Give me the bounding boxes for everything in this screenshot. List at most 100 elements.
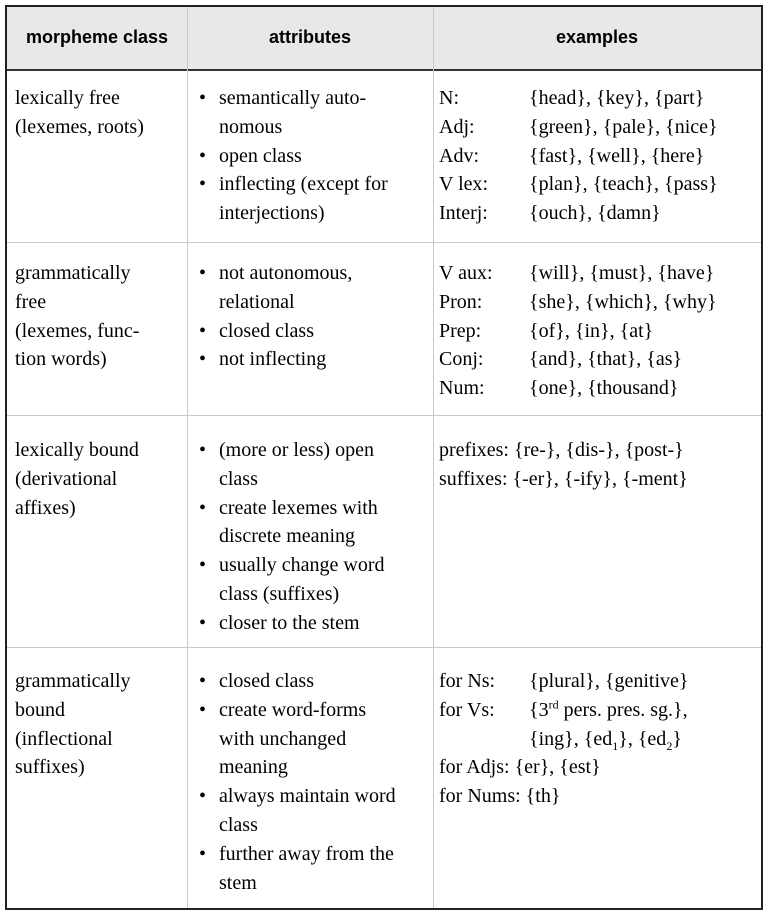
example-line: Num: {one}, {thousand} bbox=[439, 374, 759, 403]
attribute-line: not autonomous, bbox=[219, 262, 353, 284]
attribute-line: closer to the stem bbox=[219, 611, 360, 634]
example-line: Adj: {green}, {pale}, {nice} bbox=[439, 113, 759, 142]
example-label: Conj: bbox=[439, 348, 484, 371]
example-label: Adv: bbox=[439, 144, 479, 167]
attribute-item: • create word-forms with unchanged meaning bbox=[193, 696, 429, 782]
example-label: suffixes: bbox=[439, 467, 508, 490]
attribute-line: closed class bbox=[219, 319, 314, 342]
example-value: {green}, {pale}, {nice} bbox=[529, 115, 718, 138]
attribute-line: create word-forms bbox=[219, 698, 367, 721]
example-value: {she}, {which}, {why} bbox=[529, 290, 717, 313]
example-line: {ing}, {ed1}, {ed2} bbox=[439, 725, 759, 754]
row-divider bbox=[7, 647, 761, 648]
class-line: (inflectional bbox=[15, 727, 113, 750]
attributes-cell: • semantically auto-nomous • open class • i… bbox=[193, 84, 429, 228]
example-value: {will}, {must}, {have} bbox=[529, 262, 715, 284]
attribute-item: • closed class bbox=[193, 667, 429, 696]
example-line: Prep: {of}, {in}, {at} bbox=[439, 317, 759, 346]
bullet-icon: • bbox=[199, 496, 207, 519]
attributes-cell: • closed class • create word-forms with unc… bbox=[193, 667, 429, 897]
row-divider bbox=[7, 415, 761, 416]
superscript: rd bbox=[548, 697, 559, 712]
subscript: 2 bbox=[666, 738, 673, 753]
header-examples: examples bbox=[555, 27, 639, 47]
class-line: lexically bound bbox=[15, 439, 139, 461]
example-value: {3rd pers. pres. sg.}, bbox=[529, 696, 688, 725]
bullet-icon: • bbox=[199, 173, 207, 196]
class-line: affixes) bbox=[15, 496, 76, 519]
example-label: N: bbox=[439, 87, 459, 109]
attribute-item: • usually change word class (suffixes) bbox=[193, 551, 429, 609]
morpheme-class-cell: lexically bound (derivational affixes) bbox=[15, 436, 185, 522]
attributes-cell: • not autonomous, relational • closed class… bbox=[193, 259, 429, 374]
example-label: Num: bbox=[439, 377, 485, 400]
example-value: {fast}, {well}, {here} bbox=[529, 144, 705, 167]
attribute-item: • (more or less) open class bbox=[193, 436, 429, 494]
attribute-line: (more or less) open bbox=[219, 439, 374, 461]
attribute-item: • always maintain word class bbox=[193, 782, 429, 840]
example-line: Pron: {she}, {which}, {why} bbox=[439, 288, 759, 317]
bullet-icon: • bbox=[199, 554, 207, 577]
morpheme-table: morpheme class attributes examples lexic… bbox=[5, 5, 763, 910]
example-text: {3 bbox=[529, 698, 549, 721]
example-label: Prep: bbox=[439, 319, 482, 342]
example-line: for Nums: {th} bbox=[439, 782, 759, 811]
bullet-icon: • bbox=[199, 698, 207, 721]
examples-cell: N: {head}, {key}, {part} Adj: {green}, {pa… bbox=[439, 84, 759, 228]
example-line: for Ns: {plural}, {genitive} bbox=[439, 667, 759, 696]
example-label: prefixes: bbox=[439, 439, 509, 461]
attribute-line: semantically auto- bbox=[219, 87, 367, 109]
example-value: {re-}, {dis-}, {post-} bbox=[513, 439, 684, 461]
example-label: V aux: bbox=[439, 262, 493, 284]
example-value: {th} bbox=[525, 785, 561, 808]
class-line: free bbox=[15, 290, 47, 313]
example-line: prefixes: {re-}, {dis-}, {post-} bbox=[439, 436, 759, 465]
example-value: {one}, {thousand} bbox=[529, 377, 679, 400]
example-value: {plan}, {teach}, {pass} bbox=[529, 173, 718, 196]
attribute-item: • closer to the stem bbox=[193, 609, 429, 638]
bullet-icon: • bbox=[199, 87, 207, 109]
example-label: Interj: bbox=[439, 202, 488, 225]
examples-cell: prefixes: {re-}, {dis-}, {post-} suffixe… bbox=[439, 436, 759, 494]
example-value: {-er}, {-ify}, {-ment} bbox=[512, 467, 688, 490]
example-line: for Vs: {3rd pers. pres. sg.}, bbox=[439, 696, 759, 725]
attribute-line: discrete meaning bbox=[219, 525, 356, 548]
attribute-line: class bbox=[219, 467, 258, 490]
column-divider bbox=[187, 7, 188, 908]
column-divider bbox=[433, 7, 434, 908]
class-line: grammatically bbox=[15, 262, 131, 284]
example-line: N: {head}, {key}, {part} bbox=[439, 84, 759, 113]
attribute-line: create lexemes with bbox=[219, 496, 378, 519]
example-line: suffixes: {-er}, {-ify}, {-ment} bbox=[439, 465, 759, 494]
example-label: Adj: bbox=[439, 115, 475, 138]
attribute-item: • not inflecting bbox=[193, 345, 429, 374]
attribute-line: closed class bbox=[219, 670, 314, 692]
attribute-item: • inflecting (except for interjections) bbox=[193, 170, 429, 228]
attribute-line: inflecting (except for bbox=[219, 173, 388, 196]
bullet-icon: • bbox=[199, 785, 207, 808]
class-line: grammatically bbox=[15, 670, 131, 692]
header-attributes: attributes bbox=[268, 27, 351, 47]
example-value: {ing}, {ed1}, {ed2} bbox=[529, 725, 682, 754]
class-line: tion words) bbox=[15, 348, 107, 371]
morpheme-class-cell: grammatically bound (inflectional suffix… bbox=[15, 667, 185, 782]
example-label: Pron: bbox=[439, 290, 483, 313]
example-value: {er}, {est} bbox=[514, 756, 601, 779]
subscript: 1 bbox=[612, 738, 619, 753]
attribute-line: relational bbox=[219, 290, 295, 313]
example-text: }, {ed bbox=[618, 727, 667, 750]
class-line: lexically free bbox=[15, 87, 120, 109]
attribute-line: open class bbox=[219, 144, 302, 167]
attribute-line: nomous bbox=[219, 115, 283, 138]
class-line: (lexemes, func- bbox=[15, 319, 140, 342]
example-line: V aux: {will}, {must}, {have} bbox=[439, 259, 759, 288]
bullet-icon: • bbox=[199, 319, 207, 342]
attribute-line: further away from the bbox=[219, 842, 394, 865]
attribute-item: • closed class bbox=[193, 317, 429, 346]
example-line: Adv: {fast}, {well}, {here} bbox=[439, 142, 759, 171]
example-line: Interj: {ouch}, {damn} bbox=[439, 199, 759, 228]
bullet-icon: • bbox=[199, 611, 207, 634]
example-value: {and}, {that}, {as} bbox=[529, 348, 683, 371]
attribute-line: with unchanged bbox=[219, 727, 347, 750]
attribute-line: not inflecting bbox=[219, 348, 327, 371]
